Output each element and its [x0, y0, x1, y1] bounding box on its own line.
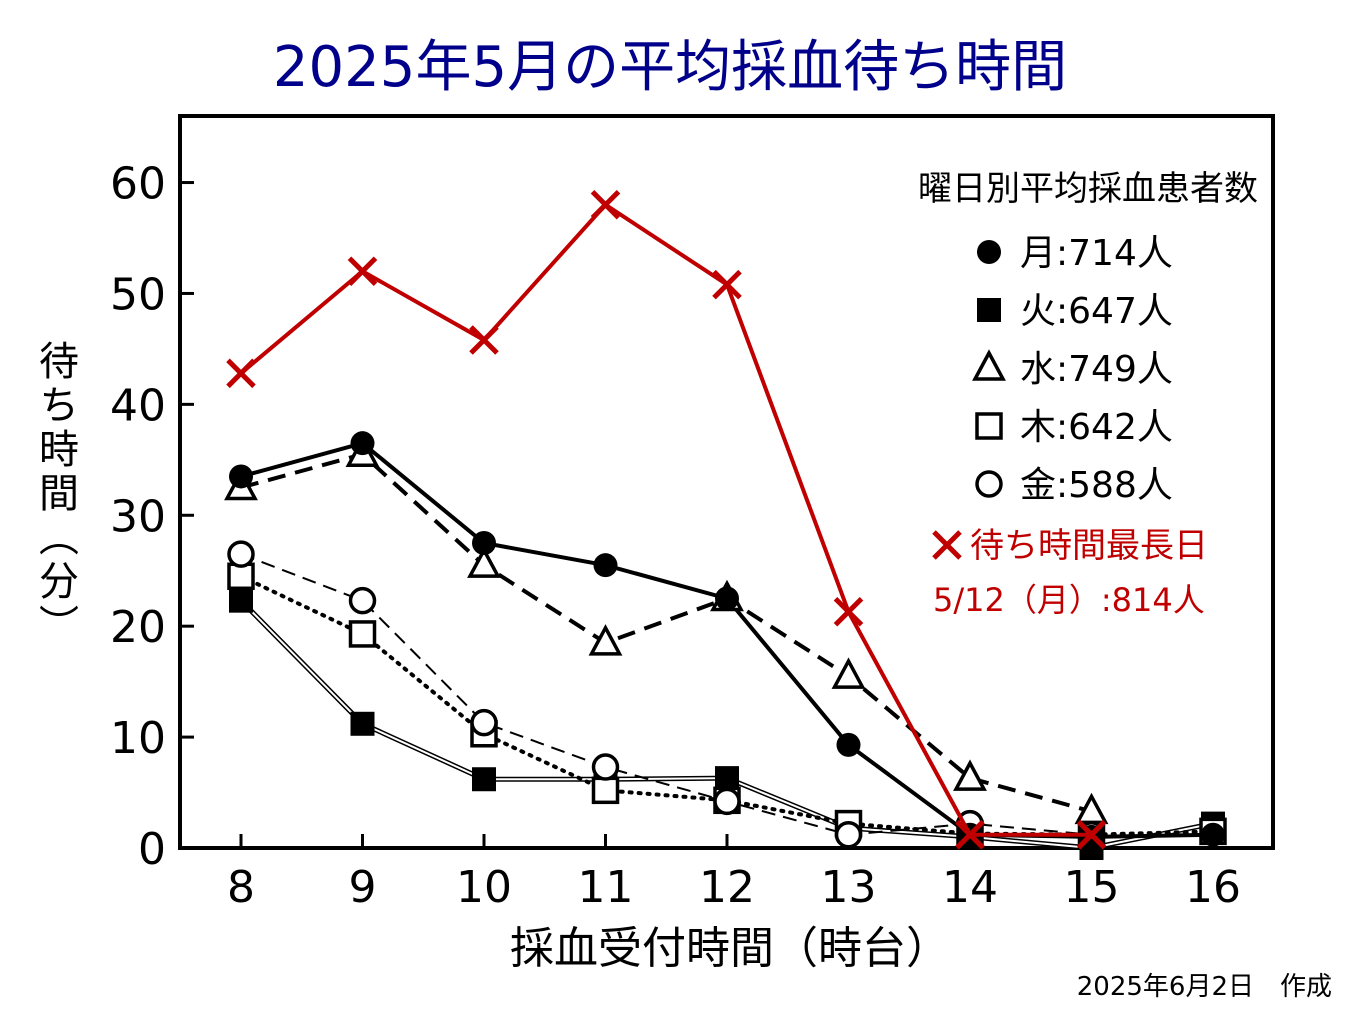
highlight-point [955, 819, 985, 850]
legend-entry-1: 火:647人 [1020, 291, 1173, 332]
series-1-point [229, 588, 253, 613]
y-tick-label: 60 [110, 159, 166, 210]
series-2-point [467, 546, 501, 578]
chart-title: 2025年5月の平均採血待ち時間 [272, 35, 1068, 100]
series-0-point [472, 531, 496, 555]
highlight-point [347, 256, 378, 287]
legend-marker-1 [977, 298, 1001, 322]
series-0-point [715, 586, 739, 611]
series-4-point [470, 708, 498, 737]
highlight-line [239, 202, 1092, 837]
legend-entry-4: 金:588人 [1020, 465, 1173, 506]
x-tick-label: 14 [942, 862, 998, 913]
series-4-point [591, 753, 620, 781]
y-tick-label: 40 [110, 380, 166, 431]
series-0-point [593, 553, 618, 578]
series-4-line [240, 553, 1092, 836]
series-4-point [834, 820, 863, 849]
y-tick-label: 50 [110, 269, 166, 320]
y-tick-label: 0 [138, 824, 166, 875]
x-tick-label: 8 [227, 862, 255, 913]
series-layer [224, 189, 1227, 860]
series-2-line [240, 452, 1093, 814]
y-tick-label: 30 [110, 491, 166, 542]
highlight-point [590, 189, 621, 220]
legend-highlight-marker [932, 530, 962, 560]
highlight-point [226, 358, 256, 389]
series-4-point [348, 586, 377, 615]
series-3-point [227, 562, 255, 591]
series-2-point [953, 759, 987, 791]
series-1-point [715, 766, 739, 791]
created-date: 2025年6月2日 作成 [1076, 972, 1332, 1002]
legend-entry-3: 木:642人 [1020, 407, 1173, 448]
series-4-point [713, 787, 741, 816]
legend-marker-4 [975, 470, 1003, 498]
x-tick-label: 9 [349, 862, 377, 913]
series-3-point [348, 620, 377, 648]
legend-highlight-label: 待ち時間最長日 [970, 526, 1208, 566]
axes: 0 10 20 30 40 50 60 8 9 10 11 12 13 14 15 16 [110, 114, 1275, 913]
y-tick-label: 20 [110, 602, 166, 653]
x-tick-label: 11 [578, 862, 634, 913]
legend-marker-3 [975, 412, 1003, 440]
x-tick-label: 16 [1185, 862, 1241, 913]
series-1-point [472, 767, 496, 792]
series-0-point [1201, 822, 1225, 847]
series-2-point [588, 624, 623, 656]
highlight-point [712, 269, 742, 300]
legend-title: 曜日別平均採血患者数 [918, 169, 1258, 209]
x-tick-label: 12 [699, 862, 755, 913]
legend-highlight-sublabel: 5/12（月）:814人 [933, 581, 1205, 619]
series-4-point [227, 540, 255, 568]
series-3-point [591, 776, 620, 805]
x-tick-label: 13 [821, 862, 877, 913]
x-tick-label: 10 [456, 862, 512, 913]
series-1-point [350, 711, 375, 736]
y-tick-label: 10 [110, 713, 166, 764]
y-axis-label: 待ち時間（分） [32, 340, 78, 648]
series-2-point [831, 657, 866, 689]
legend-entry-0: 月:714人 [1020, 233, 1173, 274]
series-0-point [350, 431, 375, 456]
highlight-point [1076, 819, 1107, 850]
x-tick-label: 15 [1064, 862, 1120, 913]
x-axis-label: 採血受付時間（時台） [510, 923, 950, 974]
highlight-point [833, 596, 864, 627]
legend-marker-0 [977, 240, 1001, 264]
series-0-point [229, 464, 253, 489]
legend-marker-2 [972, 349, 1006, 381]
legend-entry-2: 水:749人 [1020, 349, 1173, 390]
legend: 曜日別平均採血患者数月:714人火:647人水:749人木:642人金:588人… [918, 169, 1258, 619]
highlight-point [469, 325, 499, 355]
series-0-point [836, 732, 861, 757]
series-2-point [1074, 792, 1109, 825]
